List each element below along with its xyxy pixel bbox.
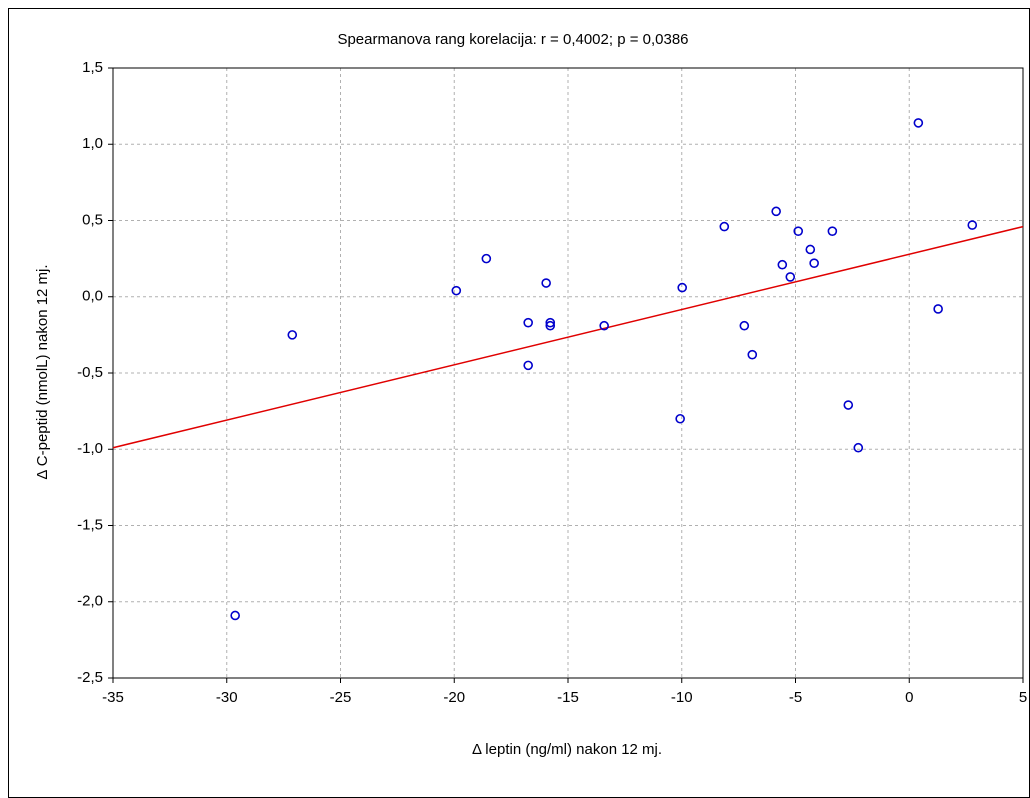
point	[287, 330, 298, 340]
y-tick-label: -0,5	[77, 364, 103, 381]
point	[451, 285, 462, 296]
point	[793, 226, 804, 236]
plot-area	[112, 67, 1024, 679]
y-tick-label: -1,0	[77, 440, 103, 457]
point	[967, 220, 978, 230]
point	[739, 320, 750, 331]
x-tick-label: -20	[443, 689, 465, 706]
y-tick-label: 1,5	[82, 59, 103, 76]
point	[777, 259, 788, 270]
fit-line	[112, 225, 1024, 449]
x-tick-label: -30	[216, 689, 238, 706]
point	[853, 442, 864, 453]
x-tick-label: 5	[1019, 689, 1027, 706]
point	[771, 206, 781, 217]
point	[230, 610, 240, 621]
x-tick-label: -5	[789, 689, 802, 706]
point	[481, 253, 492, 264]
point	[545, 320, 556, 331]
point	[785, 272, 796, 282]
frame	[8, 8, 1030, 798]
x-tick-label: -25	[330, 689, 352, 706]
point	[541, 278, 551, 288]
point	[675, 413, 685, 424]
y-tick-label: -2,5	[77, 669, 103, 686]
point	[913, 118, 924, 128]
point	[809, 258, 819, 269]
y-tick-label: 0,5	[82, 211, 103, 228]
x-axis-label: Δ leptin (ng/ml) nakon 12 mj.	[472, 741, 662, 758]
point	[719, 221, 730, 232]
x-tick-label: 0	[905, 689, 913, 706]
y-axis-label: Δ C-peptid (nmolL) nakon 12 mj.	[34, 264, 51, 479]
point	[523, 360, 533, 371]
y-tick-label: 0,0	[82, 288, 103, 305]
x-tick-label: -15	[557, 689, 579, 706]
x-tick-label: -35	[102, 689, 124, 706]
point	[933, 304, 943, 314]
y-tick-label: 1,0	[82, 135, 103, 152]
point	[805, 244, 816, 255]
point	[677, 282, 688, 293]
y-tick-label: -2,0	[77, 593, 103, 610]
point	[599, 320, 609, 331]
y-tick-label: -1,5	[77, 516, 103, 533]
point	[827, 226, 838, 236]
x-tick-label: -10	[671, 689, 693, 706]
point	[747, 349, 758, 360]
point	[523, 317, 533, 328]
point	[843, 400, 854, 410]
point	[545, 317, 556, 328]
chart-title: Spearmanova rang korelacija: r = 0,4002;…	[337, 31, 688, 48]
